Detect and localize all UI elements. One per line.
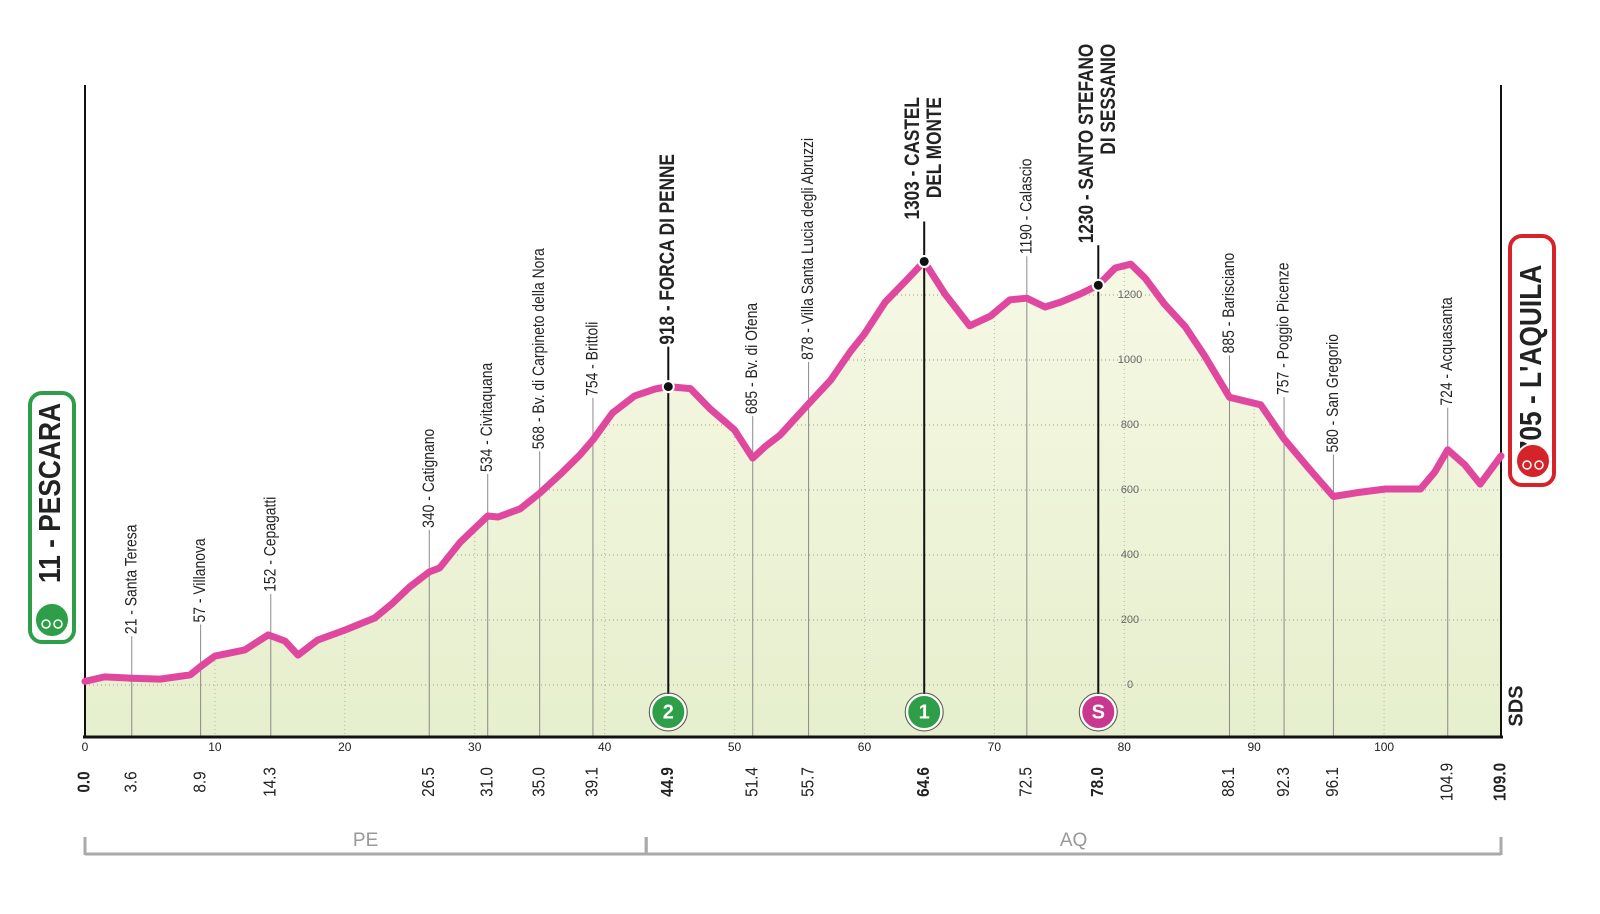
x-tick-label: 30 [468,740,482,754]
profile-line [81,258,1505,685]
waypoint-label: 724 - Acquasanta [1438,297,1457,406]
km-label: 26.5 [418,767,438,797]
km-label: 96.1 [1322,767,1342,797]
finish-box [1508,234,1556,487]
x-tick-label: 10 [208,740,222,754]
waypoint-label: 340 - Catignano [420,429,439,528]
summit-label: 1230 - SANTO STEFANO [1075,44,1098,244]
summit-label: DI SESSANIO [1097,44,1120,155]
badge-label: 1 [919,701,930,723]
km-label: 55.7 [797,767,817,797]
x-tick-label: 20 [338,740,352,754]
km-label: 31.0 [476,767,496,797]
waypoint-label: 534 - Civitaquana [478,362,497,471]
badge-ring [648,692,688,732]
badge [1080,694,1117,730]
x-tick-label: 50 [728,740,742,754]
waypoint-label: 685 - Bv. di Ofena [743,303,762,415]
region-label: AQ [1060,830,1087,851]
x-tick-label: 60 [858,740,872,754]
waypoint-label: 754 - Brittoli [583,322,602,396]
summit-label: 1303 - CASTEL [901,97,924,220]
logo: SDS [1505,685,1527,726]
start-icon-wheel [53,619,63,629]
y-tick-label: 0 [1127,679,1133,691]
km-label: 92.3 [1273,767,1293,797]
y-tick-label: 1200 [1118,289,1142,301]
y-tick-label: 800 [1121,419,1139,431]
badge [650,694,687,730]
km-label: 64.6 [913,767,933,797]
start-box [28,391,76,644]
y-tick-label: 200 [1121,614,1139,626]
y-tick-label: 600 [1121,484,1139,496]
y-tick-label: 1000 [1118,354,1142,366]
km-label: 0.0 [74,771,94,792]
x-tick-label: 0 [82,740,89,754]
x-tick-label: 40 [598,740,612,754]
profile-area [85,261,1501,737]
km-label: 14.3 [259,767,279,797]
finish-icon-wheel [1534,460,1544,470]
badge-ring [1078,692,1118,732]
km-label: 104.9 [1436,763,1456,801]
summit-label: DEL MONTE [923,97,946,198]
finish-label: 705 - L'AQUILA [1514,265,1548,456]
badge-label: 2 [663,701,674,723]
waypoint-label: 568 - Bv. di Carpineto della Nora [530,248,549,449]
waypoint-label: 885 - Barisciano [1220,253,1239,354]
finish-icon [1515,443,1551,479]
summit-dot [1091,278,1105,292]
km-label: 109.0 [1490,763,1510,801]
y-tick-label: 400 [1121,549,1139,561]
waypoint-label: 757 - Poggio Picenze [1274,263,1293,395]
region-label: PE [353,830,378,851]
start-icon [34,602,70,638]
badge-ring [904,692,944,732]
waypoint-label: 1190 - Calascio [1017,158,1036,254]
summit-label: 918 - FORCA DI PENNE [656,154,679,345]
start-label: 11 - PESCARA [33,403,67,583]
x-tick-label: 90 [1247,740,1261,754]
summit-dot [661,380,675,394]
waypoint-label: 21 - Santa Teresa [122,524,141,634]
waypoint-label: 57 - Villanova [191,538,210,622]
km-label: 35.0 [528,767,548,797]
waypoint-label: 878 - Villa Santa Lucia degli Abruzzi [799,138,818,360]
x-tick-label: 70 [988,740,1002,754]
km-label: 78.0 [1087,767,1107,797]
km-label: 88.1 [1218,767,1238,797]
km-label: 44.9 [657,767,677,797]
waypoint-label: 152 - Cepagatti [261,497,280,592]
badge-label: S [1092,701,1105,723]
finish-icon-wheel [1522,460,1532,470]
start-icon-wheel [41,619,51,629]
km-label: 39.1 [582,767,602,797]
x-tick-label: 100 [1374,740,1394,754]
summit-dot [917,254,931,268]
badge [906,694,943,730]
km-label: 51.4 [741,767,761,797]
km-label: 3.6 [120,771,140,792]
waypoint-label: 580 - San Gregorio [1324,334,1343,452]
km-label: 72.5 [1015,767,1035,797]
km-label: 8.9 [189,771,209,792]
x-tick-label: 80 [1118,740,1132,754]
